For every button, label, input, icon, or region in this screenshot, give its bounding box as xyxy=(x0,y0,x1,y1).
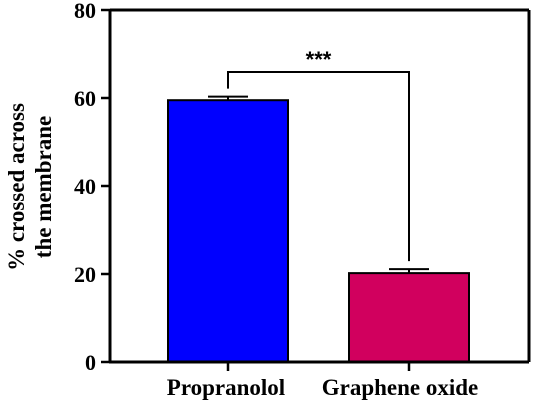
y-axis-title-line-1: % crossed across xyxy=(4,103,29,271)
x-tick-label: Propranolol xyxy=(167,375,285,400)
y-axis-title-line-2: the membrane xyxy=(31,116,56,258)
y-tick-label: 80 xyxy=(74,0,96,23)
y-axis-title: % crossed across the membrane xyxy=(4,103,56,271)
significance-bracket xyxy=(227,71,410,262)
y-tick-label: 40 xyxy=(74,174,96,199)
bar-graphene-oxide xyxy=(348,272,470,363)
bar-propranolol xyxy=(167,99,289,363)
x-tick-label: Graphene oxide xyxy=(322,375,479,400)
significance-label: *** xyxy=(306,47,332,72)
y-tick-label: 0 xyxy=(85,350,96,375)
y-tick-label: 20 xyxy=(74,262,96,287)
plot-area: 0 20 40 60 80 Propranolol Graphene oxide *** xyxy=(74,0,531,400)
y-tick-label: 60 xyxy=(74,86,96,111)
